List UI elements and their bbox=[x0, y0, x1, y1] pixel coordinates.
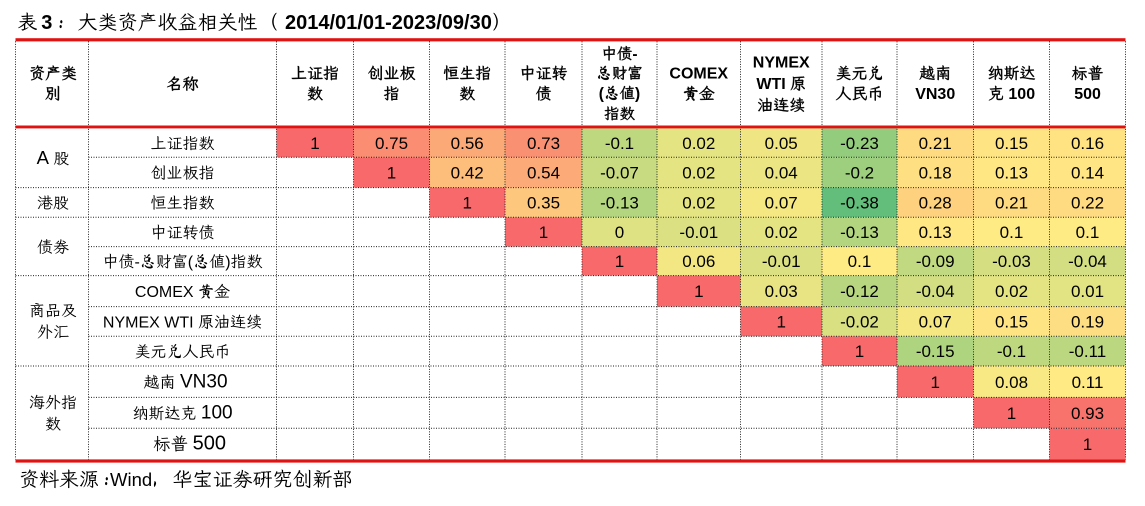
svg-text:-0.04: -0.04 bbox=[1068, 252, 1107, 271]
svg-text:-: - bbox=[632, 46, 637, 63]
svg-text:-0.38: -0.38 bbox=[840, 194, 879, 213]
svg-text:100: 100 bbox=[1008, 86, 1035, 103]
svg-text:0.01: 0.01 bbox=[1071, 282, 1104, 301]
svg-text:0.56: 0.56 bbox=[451, 134, 484, 153]
svg-text:-0.04: -0.04 bbox=[916, 282, 955, 301]
svg-text:0.73: 0.73 bbox=[527, 134, 560, 153]
svg-text:NYMEX WTI: NYMEX WTI bbox=[103, 314, 194, 331]
svg-text:1: 1 bbox=[387, 164, 396, 183]
svg-text:-0.23: -0.23 bbox=[840, 134, 879, 153]
svg-text:1: 1 bbox=[930, 373, 939, 392]
svg-text:COMEX: COMEX bbox=[135, 284, 194, 301]
svg-text:1: 1 bbox=[776, 313, 785, 332]
svg-text:0.42: 0.42 bbox=[451, 164, 484, 183]
svg-text:-0.02: -0.02 bbox=[840, 313, 879, 332]
svg-text:Wind: Wind bbox=[110, 469, 152, 490]
svg-text:1: 1 bbox=[1007, 404, 1016, 423]
svg-text:COMEX: COMEX bbox=[669, 66, 728, 83]
svg-text:-0.01: -0.01 bbox=[679, 223, 718, 242]
svg-text:0.02: 0.02 bbox=[682, 194, 715, 213]
svg-text:-0.13: -0.13 bbox=[840, 223, 879, 242]
svg-text:0.05: 0.05 bbox=[765, 134, 798, 153]
svg-text:): ) bbox=[635, 85, 640, 102]
svg-text:0.02: 0.02 bbox=[995, 282, 1028, 301]
svg-text:0.14: 0.14 bbox=[1071, 164, 1104, 183]
svg-text:1: 1 bbox=[310, 134, 319, 153]
svg-text:-0.01: -0.01 bbox=[762, 252, 801, 271]
svg-text:3: 3 bbox=[41, 12, 52, 34]
svg-text:0.11: 0.11 bbox=[1072, 373, 1104, 392]
svg-text:1: 1 bbox=[1083, 435, 1092, 454]
svg-text:(: ( bbox=[188, 254, 194, 271]
svg-text:500: 500 bbox=[193, 433, 226, 455]
svg-text:-0.15: -0.15 bbox=[916, 342, 955, 361]
svg-text:-0.07: -0.07 bbox=[600, 164, 639, 183]
svg-text:0.03: 0.03 bbox=[765, 282, 798, 301]
svg-text:1: 1 bbox=[462, 194, 471, 213]
svg-text:0.75: 0.75 bbox=[375, 134, 408, 153]
svg-text:WTI: WTI bbox=[756, 76, 785, 93]
svg-text:0.93: 0.93 bbox=[1071, 404, 1104, 423]
svg-text:VN30: VN30 bbox=[180, 372, 228, 393]
svg-text:-0.1: -0.1 bbox=[997, 342, 1026, 361]
svg-text:0.35: 0.35 bbox=[527, 194, 560, 213]
svg-text:-0.09: -0.09 bbox=[916, 252, 955, 271]
svg-text:0.02: 0.02 bbox=[765, 223, 798, 242]
svg-text:NYMEX: NYMEX bbox=[753, 55, 810, 72]
svg-text:0.1: 0.1 bbox=[1000, 223, 1024, 242]
svg-text:A: A bbox=[37, 147, 50, 168]
svg-text:1: 1 bbox=[694, 282, 703, 301]
svg-text:0.06: 0.06 bbox=[682, 252, 715, 271]
svg-text:-: - bbox=[135, 254, 140, 271]
svg-text:0: 0 bbox=[615, 223, 624, 242]
svg-text:0.13: 0.13 bbox=[995, 164, 1028, 183]
svg-text:-0.1: -0.1 bbox=[605, 134, 634, 153]
svg-text:0.07: 0.07 bbox=[919, 313, 952, 332]
svg-text:0.21: 0.21 bbox=[919, 134, 952, 153]
svg-text:100: 100 bbox=[201, 403, 233, 424]
svg-text:1: 1 bbox=[855, 342, 864, 361]
svg-text:0.1: 0.1 bbox=[848, 252, 872, 271]
svg-text:0.13: 0.13 bbox=[919, 223, 952, 242]
svg-text:VN30: VN30 bbox=[915, 86, 955, 103]
svg-text:0.02: 0.02 bbox=[682, 164, 715, 183]
svg-text:-0.2: -0.2 bbox=[845, 164, 874, 183]
svg-text:0.19: 0.19 bbox=[1071, 313, 1104, 332]
svg-text:500: 500 bbox=[1074, 86, 1101, 103]
svg-text:0.02: 0.02 bbox=[682, 134, 715, 153]
svg-text:1: 1 bbox=[615, 252, 624, 271]
svg-text:0.1: 0.1 bbox=[1076, 223, 1100, 242]
svg-text:0.54: 0.54 bbox=[527, 164, 560, 183]
svg-text:0.04: 0.04 bbox=[765, 164, 798, 183]
svg-text:0.28: 0.28 bbox=[919, 194, 952, 213]
svg-text:-0.12: -0.12 bbox=[840, 282, 879, 301]
svg-text:(: ( bbox=[599, 85, 605, 102]
svg-text:0.15: 0.15 bbox=[995, 134, 1028, 153]
svg-text:2014/01/01-2023/09/30: 2014/01/01-2023/09/30 bbox=[285, 12, 492, 34]
svg-text:0.18: 0.18 bbox=[919, 164, 952, 183]
svg-text:0.16: 0.16 bbox=[1071, 134, 1104, 153]
svg-text:0.15: 0.15 bbox=[995, 313, 1028, 332]
svg-text:0.07: 0.07 bbox=[765, 194, 798, 213]
svg-text:0.21: 0.21 bbox=[995, 194, 1028, 213]
svg-text:1: 1 bbox=[539, 223, 548, 242]
svg-text:): ) bbox=[225, 254, 230, 271]
svg-text:0.08: 0.08 bbox=[995, 373, 1028, 392]
svg-text:-0.03: -0.03 bbox=[992, 252, 1031, 271]
svg-text:-0.11: -0.11 bbox=[1069, 342, 1107, 361]
svg-text:-0.13: -0.13 bbox=[600, 194, 639, 213]
svg-text:0.22: 0.22 bbox=[1071, 194, 1104, 213]
